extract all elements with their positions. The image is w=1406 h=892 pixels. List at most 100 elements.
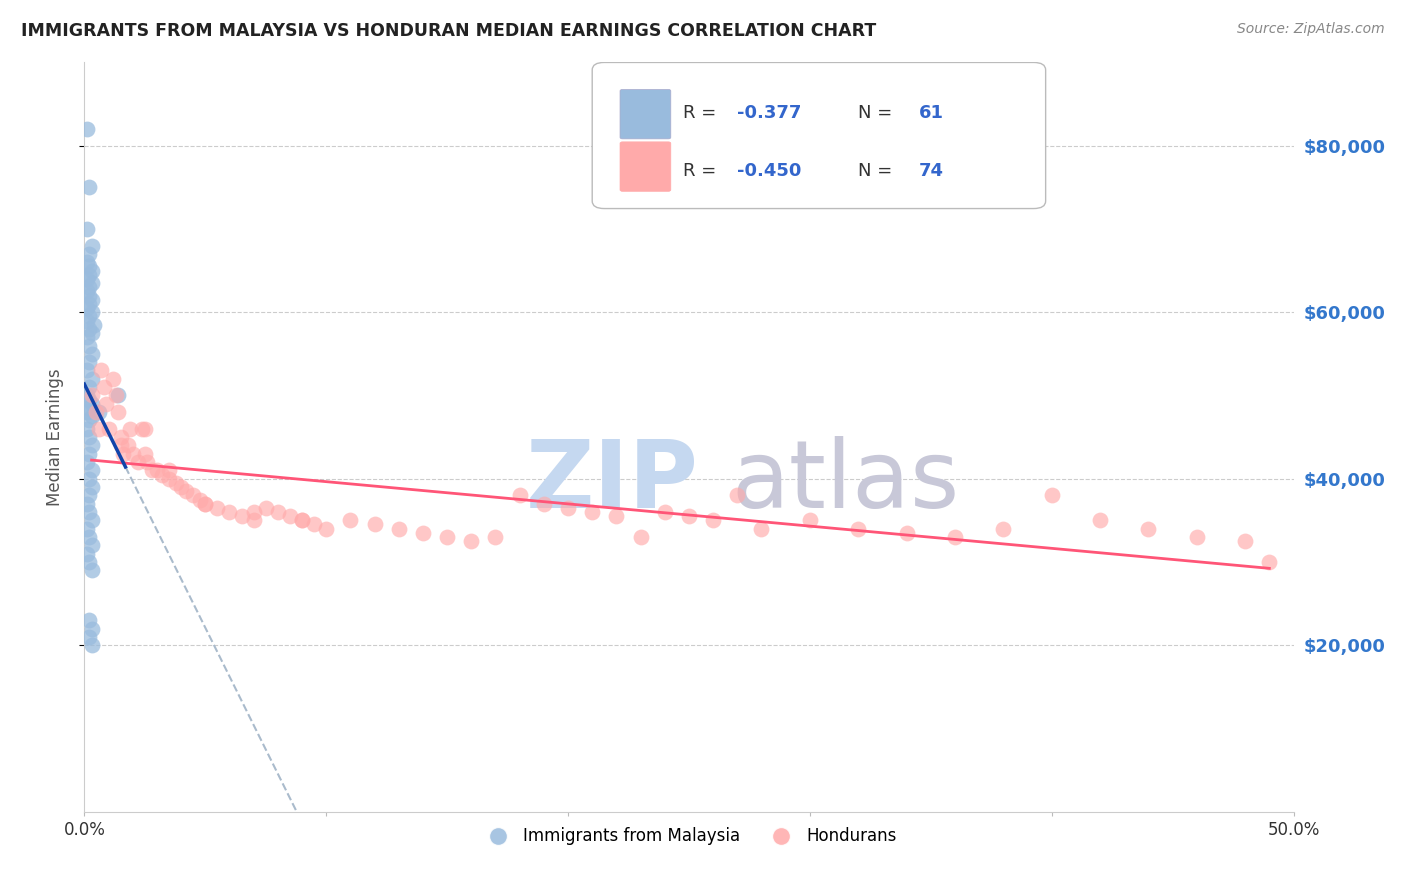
Point xyxy=(80,388,103,402)
Point xyxy=(460,534,482,549)
Point xyxy=(678,509,700,524)
Point xyxy=(654,505,676,519)
Point xyxy=(157,472,180,486)
Point xyxy=(80,305,103,319)
Point xyxy=(80,276,103,290)
Point xyxy=(77,613,100,627)
Point xyxy=(77,297,100,311)
Point xyxy=(77,430,100,444)
Point xyxy=(77,247,100,261)
Point xyxy=(77,401,100,415)
Point xyxy=(76,313,98,327)
Text: ZIP: ZIP xyxy=(526,436,699,528)
Point xyxy=(77,413,100,427)
Point xyxy=(76,272,98,286)
Point xyxy=(1088,513,1111,527)
Point xyxy=(278,509,301,524)
Point xyxy=(943,530,966,544)
Point xyxy=(799,513,821,527)
Y-axis label: Median Earnings: Median Earnings xyxy=(45,368,63,506)
Point xyxy=(1185,530,1208,544)
Text: -0.450: -0.450 xyxy=(737,162,801,180)
Point xyxy=(157,463,180,477)
FancyBboxPatch shape xyxy=(620,142,671,191)
Point xyxy=(436,530,458,544)
Point xyxy=(77,488,100,502)
Point xyxy=(77,288,100,302)
Point xyxy=(107,388,129,402)
Point xyxy=(117,438,139,452)
Point xyxy=(80,638,103,652)
Point xyxy=(80,347,103,361)
Text: 74: 74 xyxy=(918,162,943,180)
Text: R =: R = xyxy=(683,162,721,180)
Point xyxy=(87,405,110,419)
Point xyxy=(76,122,98,136)
Point xyxy=(86,405,108,419)
Point xyxy=(120,422,142,436)
Text: 61: 61 xyxy=(918,104,943,122)
Point xyxy=(87,422,110,436)
Point xyxy=(80,438,103,452)
Point xyxy=(80,409,103,424)
Text: N =: N = xyxy=(858,104,898,122)
Point xyxy=(218,505,240,519)
Point xyxy=(77,180,100,194)
Point xyxy=(76,285,98,299)
Point xyxy=(80,372,103,386)
Point xyxy=(80,622,103,636)
Point xyxy=(76,422,98,436)
Point xyxy=(484,530,506,544)
Point xyxy=(77,310,100,324)
Point xyxy=(231,509,253,524)
Point xyxy=(581,505,603,519)
Point xyxy=(127,455,149,469)
Point xyxy=(77,280,100,294)
Point xyxy=(77,447,100,461)
Point xyxy=(533,497,555,511)
Point xyxy=(134,422,156,436)
Point xyxy=(725,488,748,502)
Text: -0.377: -0.377 xyxy=(737,104,801,122)
Point xyxy=(83,318,105,332)
FancyBboxPatch shape xyxy=(620,89,671,139)
Point xyxy=(315,522,337,536)
Point xyxy=(80,538,103,552)
Point xyxy=(76,405,98,419)
Point xyxy=(291,513,314,527)
Point xyxy=(76,222,98,236)
Text: Source: ZipAtlas.com: Source: ZipAtlas.com xyxy=(1237,22,1385,37)
Point xyxy=(76,255,98,269)
Point xyxy=(76,497,98,511)
Point xyxy=(174,484,197,499)
Point xyxy=(76,455,98,469)
Point xyxy=(170,480,193,494)
Point xyxy=(412,525,434,540)
Point xyxy=(339,513,361,527)
Point xyxy=(267,505,290,519)
Point xyxy=(94,397,117,411)
Point xyxy=(80,563,103,577)
Point xyxy=(76,301,98,315)
Point xyxy=(77,338,100,352)
Point xyxy=(80,326,103,340)
Point xyxy=(702,513,724,527)
Point xyxy=(150,467,173,482)
Point xyxy=(76,388,98,402)
Point xyxy=(77,472,100,486)
Point xyxy=(557,500,579,515)
Point xyxy=(993,522,1015,536)
Point xyxy=(76,330,98,344)
Point xyxy=(80,397,103,411)
Point xyxy=(134,447,156,461)
Text: N =: N = xyxy=(858,162,898,180)
Text: IMMIGRANTS FROM MALAYSIA VS HONDURAN MEDIAN EARNINGS CORRELATION CHART: IMMIGRANTS FROM MALAYSIA VS HONDURAN MED… xyxy=(21,22,876,40)
Point xyxy=(207,500,229,515)
Point xyxy=(291,513,314,527)
Point xyxy=(605,509,627,524)
Point xyxy=(80,238,103,252)
Point xyxy=(194,497,217,511)
Point xyxy=(77,555,100,569)
Point xyxy=(1040,488,1063,502)
Point xyxy=(194,497,217,511)
